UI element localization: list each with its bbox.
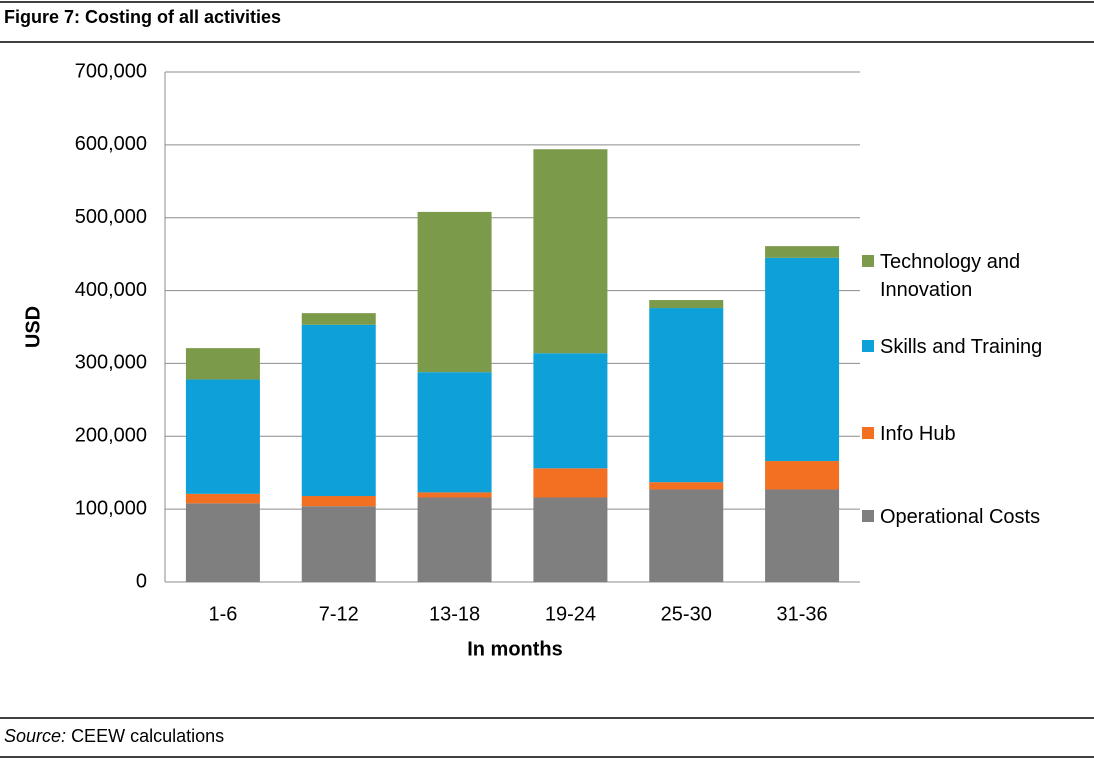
y-tick-label: 400,000	[75, 279, 147, 301]
bar-segment	[649, 300, 724, 309]
legend-label: Info Hub	[880, 423, 956, 445]
bar-segment	[649, 308, 724, 483]
x-axis-title: In months	[467, 638, 563, 660]
y-tick-label: 0	[136, 570, 147, 592]
bar-segment	[533, 149, 608, 354]
bar-segment	[765, 257, 840, 462]
legend-item: Operational Costs	[862, 503, 1045, 531]
chart-title: Figure 7: Costing of all activities	[4, 7, 281, 27]
legend-item: Technology and Innovation	[862, 248, 1045, 304]
bar-segment	[533, 468, 608, 498]
bar-segment	[417, 497, 492, 582]
y-tick-label: 200,000	[75, 425, 147, 447]
legend-label: Technology and Innovation	[880, 251, 1021, 301]
x-tick-label: 13-18	[429, 603, 480, 625]
legend-swatch	[862, 340, 874, 352]
y-tick-label: 600,000	[75, 133, 147, 155]
bar-segment	[649, 489, 724, 582]
source-label: Source:	[4, 726, 67, 746]
y-tick-label: 300,000	[75, 352, 147, 374]
y-tick-label: 100,000	[75, 497, 147, 519]
legend-swatch	[862, 255, 874, 267]
bar-segment	[185, 348, 260, 380]
bar-segment	[765, 461, 840, 490]
bar-segment	[301, 313, 376, 325]
x-tick-label: 19-24	[545, 603, 596, 625]
legend-label: Operational Costs	[880, 506, 1041, 528]
bar-segment	[417, 372, 492, 493]
bar-segment	[533, 497, 608, 582]
x-tick-label: 25-30	[661, 603, 712, 625]
bar-segment	[765, 489, 840, 582]
bar-segment	[533, 353, 608, 469]
x-tick-label: 7-12	[319, 603, 359, 625]
source: Source: CEEW calculations	[4, 726, 224, 747]
legend-item: Info Hub	[862, 420, 1045, 448]
legend-item: Skills and Training	[862, 333, 1045, 361]
y-tick-label: 700,000	[75, 60, 147, 82]
bar-segment	[185, 379, 260, 494]
bar-segment	[185, 493, 260, 504]
bar-segment	[301, 496, 376, 507]
bar-segment	[649, 482, 724, 490]
legend-swatch	[862, 510, 874, 522]
legend-swatch	[862, 427, 874, 439]
y-axis-title: USD	[22, 306, 44, 348]
bar-segment	[301, 506, 376, 582]
bar-segment	[417, 492, 492, 498]
y-tick-label: 500,000	[75, 206, 147, 228]
bar-segment	[765, 246, 840, 258]
bar-segment	[417, 211, 492, 373]
x-tick-label: 1-6	[208, 603, 237, 625]
x-tick-label: 31-36	[777, 603, 828, 625]
legend-label: Skills and Training	[880, 336, 1043, 358]
bar-segment	[301, 324, 376, 497]
bar-segment	[185, 503, 260, 582]
source-text: CEEW calculations	[71, 726, 225, 746]
